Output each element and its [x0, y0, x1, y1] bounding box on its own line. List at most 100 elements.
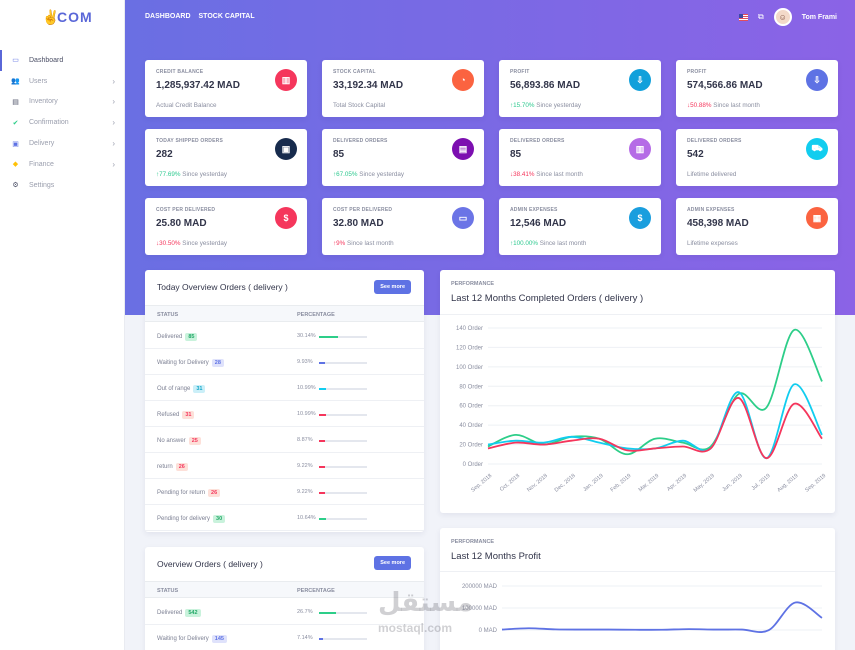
y-tick-label: 0 Order: [463, 462, 483, 468]
stat-subtext: ↑100.00% Since last month: [510, 240, 586, 247]
col-percentage: PERCENTAGE: [297, 312, 335, 318]
table-row: return 26 9.22%: [145, 453, 424, 479]
y-tick-label: 140 Order: [456, 326, 483, 332]
shield-icon: ◆: [12, 161, 19, 169]
stat-value: 1,285,937.42 MAD: [156, 80, 240, 91]
arrow-down-icon: ↓: [156, 240, 160, 247]
stat-card: COST PER DELIVERED 32.80 MAD ▭ ↑9% Since la…: [322, 198, 484, 255]
stat-trend: ↓30.50%: [156, 240, 181, 247]
chart-title: Last 12 Months Profit: [451, 551, 541, 562]
hand-money-icon: ⇩: [806, 69, 828, 91]
stat-card: DELIVERED ORDERS 542 ⛟ Lifetime delivered: [676, 129, 838, 186]
progress-bar: [319, 414, 367, 416]
row-status: Pending for return 26: [157, 489, 221, 497]
stat-sub-label: Since yesterday: [182, 171, 228, 178]
stat-subtext: Lifetime delivered: [687, 171, 736, 178]
status-badge: 26: [208, 489, 221, 497]
stat-trend-value: 67.05%: [336, 171, 358, 178]
sidebar-item-dashboard[interactable]: ▭ Dashboard: [0, 50, 125, 71]
progress-bar-fill: [319, 440, 325, 442]
chevron-right-icon: ›: [112, 76, 115, 86]
chevron-right-icon: ›: [112, 118, 115, 128]
arrow-up-icon: ↑: [510, 240, 514, 247]
y-tick-label: 80 Order: [459, 384, 483, 390]
progress-bar-fill: [319, 466, 325, 468]
stat-sub-label: Actual Credit Balance: [156, 102, 217, 109]
language-flag-icon[interactable]: [739, 13, 749, 21]
stat-card: TODAY SHIPPED ORDERS 282 ▣ ↑77.69% Since ye…: [145, 129, 307, 186]
overview-see-more-button[interactable]: See more: [374, 556, 411, 570]
stat-label: PROFIT: [687, 69, 707, 75]
today-overview-panel: Today Overview Orders ( delivery ) See m…: [145, 270, 424, 532]
sidebar-item-label: Confirmation: [29, 119, 69, 127]
status-badge: 145: [211, 635, 227, 643]
stat-label: DELIVERED ORDERS: [333, 138, 388, 144]
pie-chart-icon: ◔: [452, 69, 474, 91]
stat-trend-value: 30.50%: [159, 240, 181, 247]
arrow-up-icon: ↑: [156, 171, 160, 178]
chevron-right-icon: ›: [112, 159, 115, 169]
stat-trend: ↑67.05%: [333, 171, 358, 178]
row-status: Delivered 85: [157, 333, 198, 341]
status-badge: 25: [188, 437, 201, 445]
breadcrumb: DASHBOARD STOCK CAPITAL: [145, 13, 255, 20]
topnav-dashboard-link[interactable]: DASHBOARD: [145, 13, 191, 20]
stat-label: PROFIT: [510, 69, 530, 75]
user-name[interactable]: Tom Frami: [801, 13, 837, 21]
col-status: STATUS: [157, 312, 179, 318]
row-status: Delivered 542: [157, 609, 201, 617]
logo[interactable]: ✌ COM: [42, 9, 93, 25]
hand-money-icon: ⇩: [629, 69, 651, 91]
stat-trend: ↓38.41%: [510, 171, 535, 178]
arrow-down-icon: ↓: [687, 102, 691, 109]
stat-subtext: Actual Credit Balance: [156, 102, 217, 109]
table-row: Delivered 85 30.14%: [145, 323, 424, 349]
status-badge: 30: [213, 515, 226, 523]
stat-label: ADMIN EXPENSES: [510, 207, 558, 213]
stat-sub-label: Since last month: [539, 240, 587, 247]
sidebar-item-delivery[interactable]: ▣ Delivery ›: [0, 133, 125, 154]
stat-card: PROFIT 574,566.86 MAD ⇩ ↓50.88% Since last …: [676, 60, 838, 117]
row-status: Out of range 31: [157, 385, 206, 393]
status-label: Out of range: [157, 386, 191, 392]
sidebar-item-label: Inventory: [29, 98, 58, 106]
basket-icon: ▣: [275, 138, 297, 160]
stat-label: TODAY SHIPPED ORDERS: [156, 138, 223, 144]
sidebar-item-finance[interactable]: ◆ Finance ›: [0, 154, 125, 175]
progress-bar: [319, 466, 367, 468]
table-row: No answer 25 8.87%: [145, 427, 424, 453]
stat-label: DELIVERED ORDERS: [687, 138, 742, 144]
sidebar-item-confirmation[interactable]: ✔ Confirmation ›: [0, 112, 125, 133]
stat-subtext: ↓50.88% Since last month: [687, 102, 760, 109]
stat-card: DELIVERED ORDERS 85 ▤ ↑67.05% Since yesterd…: [322, 129, 484, 186]
stat-trend-value: 50.88%: [690, 102, 712, 109]
sidebar-item-settings[interactable]: ⚙ Settings: [0, 175, 125, 196]
stat-sub-label: Since yesterday: [536, 102, 582, 109]
chart-icon: ▥: [629, 138, 651, 160]
sidebar-item-inventory[interactable]: ▤ Inventory ›: [0, 92, 125, 113]
overview-panel: Overview Orders ( delivery ) See more ST…: [145, 547, 424, 650]
row-status: Pending for delivery 30: [157, 515, 226, 523]
progress-bar: [319, 638, 367, 640]
logo-text: COM: [57, 9, 93, 25]
status-label: Pending for delivery: [157, 516, 211, 522]
y-tick-label: 120 Order: [456, 345, 483, 351]
topnav-stock-capital-link[interactable]: STOCK CAPITAL: [198, 13, 255, 20]
avatar[interactable]: ☺: [773, 8, 792, 26]
sidebar-item-users[interactable]: 👥 Users ›: [0, 71, 125, 92]
table-row: Out of range 31 10.99%: [145, 375, 424, 401]
stat-trend-value: 38.41%: [513, 171, 535, 178]
fullscreen-icon[interactable]: ⧉: [758, 12, 764, 21]
stat-label: CREDIT BALANCE: [156, 69, 204, 75]
table-row: Waiting for Delivery 28 9.93%: [145, 349, 424, 375]
chevron-right-icon: ›: [112, 97, 115, 107]
row-percentage: 9.93%: [297, 359, 313, 365]
sidebar-item-label: Settings: [29, 181, 55, 189]
progress-bar: [319, 362, 367, 364]
stat-label: STOCK CAPITAL: [333, 69, 376, 75]
bag-icon: ▤: [452, 138, 474, 160]
today-overview-see-more-button[interactable]: See more: [374, 280, 411, 294]
stat-card: CREDIT BALANCE 1,285,937.42 MAD ▥ Actual Cr…: [145, 60, 307, 117]
table-row: Pending for return 26 9.22%: [145, 479, 424, 505]
status-label: Refused: [157, 412, 180, 418]
